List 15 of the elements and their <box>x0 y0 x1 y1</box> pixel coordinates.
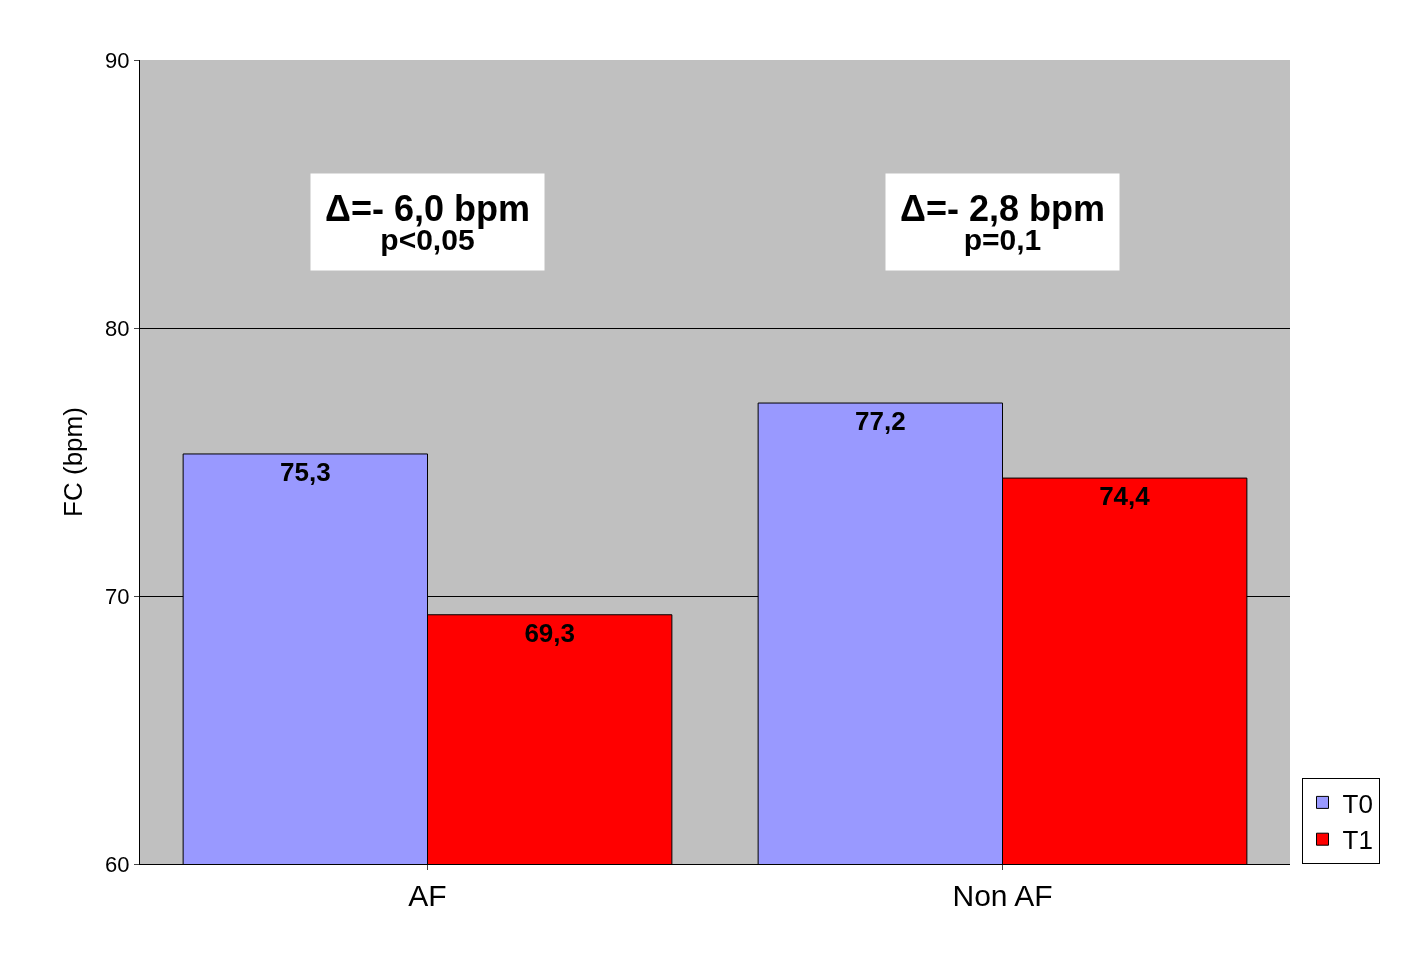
y-tick-label: 70 <box>105 583 130 609</box>
y-axis-title: FC (bpm) <box>57 407 88 517</box>
legend-label: T0 <box>1342 788 1373 819</box>
y-tick-label: 90 <box>105 47 130 73</box>
x-tick-label: Non AF <box>952 879 1053 912</box>
x-tick-label: AF <box>408 879 447 912</box>
data-label: 75,3 <box>280 456 331 487</box>
y-tick-label: 60 <box>105 851 130 877</box>
annotation: Δ=- 2,8 bpm p=0,1 <box>900 188 1105 256</box>
data-label: 74,4 <box>1099 481 1151 512</box>
annotation: Δ=- 6,0 bpm p<0,05 <box>325 188 530 256</box>
data-label: 77,2 <box>855 406 906 437</box>
legend-label: T1 <box>1342 825 1373 856</box>
y-tick-label: 80 <box>105 315 130 341</box>
data-label: 69,3 <box>524 617 575 648</box>
